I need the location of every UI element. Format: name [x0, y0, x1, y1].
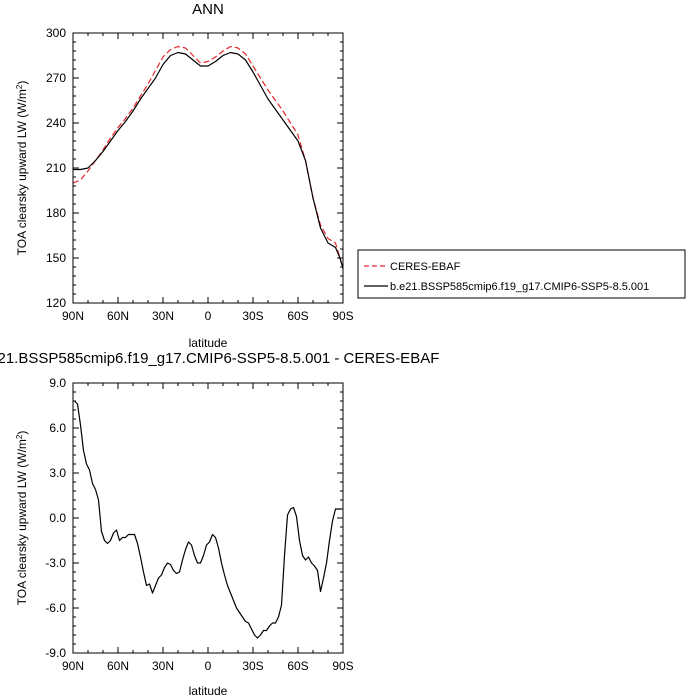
bottom-series-line-0 — [74, 400, 342, 639]
bottom-x-tick-label: 60N — [107, 659, 129, 673]
bottom-x-tick-label: 90N — [62, 659, 84, 673]
top-plot-frame — [72, 32, 344, 304]
bottom-y-tick-label: 9.0 — [49, 376, 66, 390]
bottom-y-axis-label: TOA clearsky upward LW (W/m2) — [15, 431, 30, 606]
top-y-tick-label: 120 — [46, 296, 66, 310]
bottom-y-tick-label: -3.0 — [45, 556, 66, 570]
top-x-tick-label: 30S — [242, 309, 263, 323]
legend-label-ceres: CERES-EBAF — [390, 261, 461, 273]
top-y-tick-label: 240 — [46, 116, 66, 130]
top-y-axis-label-sup: 2 — [15, 84, 24, 89]
bottom-chart-title: b.e21.BSSP585cmip6.f19_g17.CMIP6-SSP5-8.… — [0, 350, 439, 367]
legend: CERES-EBAF b.e21.BSSP585cmip6.f19_g17.CM… — [357, 249, 686, 299]
top-x-tick-label: 30N — [152, 309, 174, 323]
top-y-tick-label: 150 — [46, 251, 66, 265]
top-y-tick-label: 300 — [46, 26, 66, 40]
top-series-line-0 — [72, 45, 344, 269]
top-x-tick-label: 60S — [287, 309, 308, 323]
bottom-plot: b.e21.BSSP585cmip6.f19_g17.CMIP6-SSP5-8.… — [0, 350, 439, 698]
bottom-y-tick-label: -9.0 — [45, 646, 66, 660]
top-series-line-1 — [73, 51, 344, 269]
top-y-axis-label: TOA clearsky upward LW (W/m2) — [15, 81, 30, 256]
top-chart-title: ANN — [192, 1, 224, 18]
bottom-x-tick-label: 30S — [242, 659, 263, 673]
bottom-x-tick-label: 0 — [205, 659, 212, 673]
top-plot: ANN 90N 60N 30N 0 30S 60S 90S 120 150 180 210 240 27… — [15, 1, 354, 350]
bottom-x-tick-label: 60S — [287, 659, 308, 673]
bottom-y-tick-label: 6.0 — [49, 421, 66, 435]
top-x-tick-label: 90N — [62, 309, 84, 323]
bottom-y-tick-label: -6.0 — [45, 601, 66, 615]
legend-box — [357, 249, 686, 299]
bottom-plot-frame — [72, 382, 344, 654]
bottom-x-tick-label: 90S — [332, 659, 353, 673]
bottom-x-tick-label: 30N — [152, 659, 174, 673]
top-x-tick-label: 60N — [107, 309, 129, 323]
bottom-y-axis-label-sup: 2 — [15, 434, 24, 439]
top-x-tick-label: 0 — [205, 309, 212, 323]
bottom-x-axis-label: latitude — [189, 684, 228, 698]
legend-label-model: b.e21.BSSP585cmip6.f19_g17.CMIP6-SSP5-8.… — [390, 281, 649, 293]
top-y-tick-label: 210 — [46, 161, 66, 175]
bottom-y-tick-label: 0.0 — [49, 511, 66, 525]
top-x-axis-label: latitude — [189, 336, 228, 350]
top-y-tick-label: 270 — [46, 71, 66, 85]
bottom-y-tick-label: 3.0 — [49, 466, 66, 480]
top-x-tick-label: 90S — [332, 309, 353, 323]
top-y-tick-label: 180 — [46, 206, 66, 220]
